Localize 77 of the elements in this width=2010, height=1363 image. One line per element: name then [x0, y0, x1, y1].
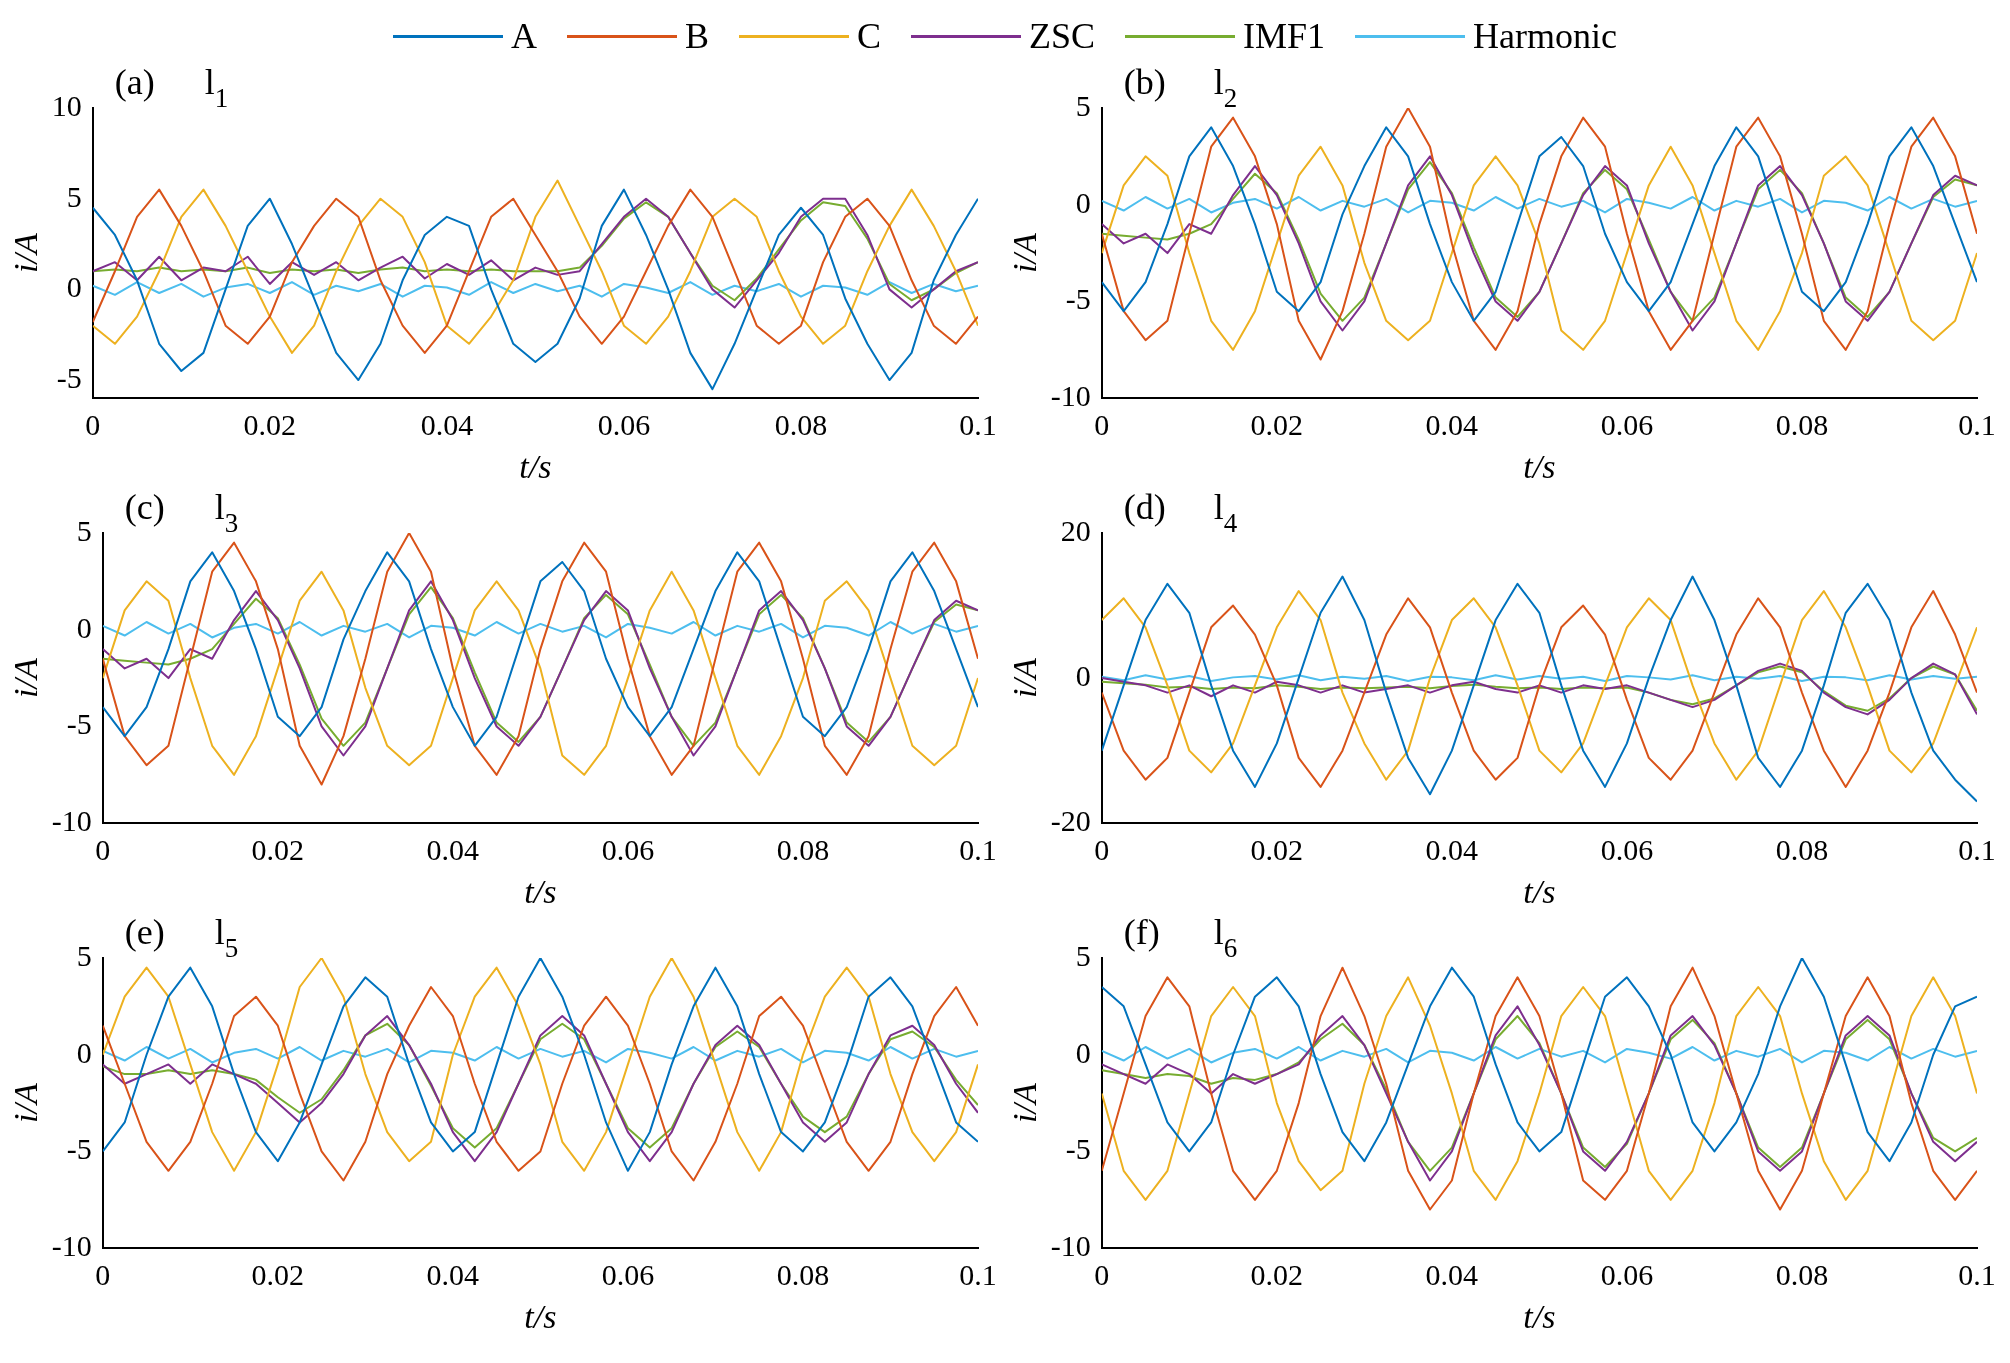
x-tick-label: 0.08	[776, 833, 830, 867]
y-tick-label: 0	[66, 270, 82, 304]
x-tick-label: 0.08	[1775, 408, 1829, 442]
legend-label: Harmonic	[1473, 15, 1618, 57]
y-tick-label: -5	[1065, 282, 1091, 316]
x-tick-label: 0.02	[243, 408, 297, 442]
y-axis-title: i/A	[1006, 1083, 1044, 1123]
x-tick-label: 0.08	[1775, 833, 1829, 867]
x-tick-label: 0.08	[1775, 1258, 1829, 1292]
x-axis-title: t/s	[524, 1297, 557, 1335]
x-tick-label: 0.08	[774, 408, 828, 442]
x-tick-label: 0.06	[1600, 1258, 1654, 1292]
legend-label: ZSC	[1029, 15, 1096, 57]
x-tick-label: 0.02	[251, 1258, 305, 1292]
x-tick-label: 0.02	[1250, 1258, 1304, 1292]
y-tick-label: -20	[1050, 804, 1091, 838]
legend-label: C	[856, 15, 881, 57]
y-tick-label: 0	[76, 610, 92, 644]
x-tick-label: 0.04	[1425, 833, 1479, 867]
x-axis-title: t/s	[1523, 447, 1556, 485]
y-tick-label: 20	[1060, 513, 1091, 547]
x-tick-label: 0.02	[1250, 408, 1304, 442]
x-axis-title: t/s	[1523, 872, 1556, 910]
text: (a)	[114, 62, 155, 102]
x-tick-label: 0.1	[1958, 1258, 1996, 1292]
y-tick-label: -10	[1050, 379, 1091, 413]
y-tick-label: -5	[66, 707, 92, 741]
text: (d)	[1123, 487, 1166, 527]
y-tick-label: -10	[1050, 1229, 1091, 1263]
y-tick-label: 10	[51, 88, 82, 122]
y-tick-label: 5	[76, 513, 92, 547]
y-tick-label: 5	[66, 179, 82, 213]
text: (c)	[124, 487, 165, 527]
y-axis-title: i/A	[7, 658, 45, 698]
x-tick-label: 0.06	[597, 408, 651, 442]
x-axis-title: t/s	[519, 447, 552, 485]
x-axis-title: t/s	[524, 872, 557, 910]
x-tick-label: 0.04	[426, 833, 480, 867]
x-axis-title: t/s	[1523, 1297, 1556, 1335]
x-tick-label: 0.1	[959, 1258, 997, 1292]
y-tick-label: -5	[66, 1132, 92, 1166]
text: (f)	[1123, 912, 1160, 952]
x-tick-label: 0.1	[959, 408, 997, 442]
legend-label: B	[684, 15, 709, 57]
x-tick-label: 0.04	[420, 408, 474, 442]
y-axis-title: i/A	[7, 233, 45, 273]
x-tick-label: 0.06	[601, 833, 655, 867]
x-tick-label: 0.1	[959, 833, 997, 867]
x-tick-label: 0.04	[1425, 408, 1479, 442]
text: (e)	[124, 912, 165, 952]
y-axis-title: i/A	[1006, 233, 1044, 273]
y-tick-label: 5	[1075, 938, 1091, 972]
y-tick-label: -10	[51, 1229, 92, 1263]
x-tick-label: 0.1	[1958, 833, 1996, 867]
y-tick-label: 0	[1075, 1035, 1091, 1069]
x-tick-label: 0.06	[1600, 408, 1654, 442]
y-tick-label: -10	[51, 804, 92, 838]
y-tick-label: 0	[1075, 658, 1091, 692]
y-axis-title: i/A	[7, 1083, 45, 1123]
legend-label: IMF1	[1243, 15, 1326, 57]
x-tick-label: 0.02	[251, 833, 305, 867]
text: (b)	[1123, 62, 1166, 102]
y-tick-label: -5	[1065, 1132, 1091, 1166]
x-tick-label: 0.08	[776, 1258, 830, 1292]
y-tick-label: 0	[1075, 185, 1091, 219]
x-tick-label: 0.04	[1425, 1258, 1479, 1292]
x-tick-label: 0.04	[426, 1258, 480, 1292]
x-tick-label: 0.06	[601, 1258, 655, 1292]
y-tick-label: 5	[1075, 88, 1091, 122]
x-tick-label: 0.02	[1250, 833, 1304, 867]
y-axis-title: i/A	[1006, 658, 1044, 698]
x-tick-label: 0.06	[1600, 833, 1654, 867]
y-tick-label: -5	[56, 360, 82, 394]
legend-label: A	[510, 15, 537, 57]
y-tick-label: 5	[76, 938, 92, 972]
x-tick-label: 0.1	[1958, 408, 1996, 442]
y-tick-label: 0	[76, 1035, 92, 1069]
